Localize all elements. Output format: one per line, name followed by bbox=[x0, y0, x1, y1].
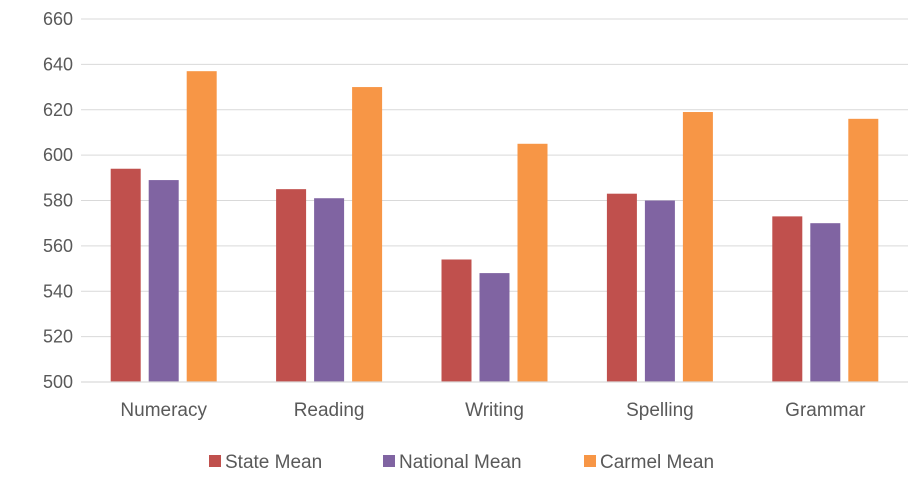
bar-national-mean-writing bbox=[479, 273, 510, 382]
legend: State Mean National Mean Carmel Mean bbox=[209, 452, 714, 473]
bar-carmel-mean-grammar bbox=[848, 118, 879, 382]
bar-carmel-mean-numeracy bbox=[186, 71, 217, 383]
x-category-label: Writing bbox=[465, 400, 524, 421]
bar-state-mean-numeracy bbox=[110, 168, 141, 382]
y-tick-label: 500 bbox=[43, 372, 73, 392]
bar-national-mean-grammar bbox=[810, 223, 841, 382]
bar-state-mean-spelling bbox=[606, 193, 637, 382]
legend-label: State Mean bbox=[225, 452, 322, 473]
y-tick-label: 640 bbox=[43, 54, 73, 74]
bar-national-mean-spelling bbox=[644, 200, 675, 382]
y-tick-label: 520 bbox=[43, 327, 73, 347]
legend-label: National Mean bbox=[399, 452, 522, 473]
bar-state-mean-reading bbox=[276, 189, 307, 382]
legend-label: Carmel Mean bbox=[600, 452, 714, 473]
y-tick-label: 600 bbox=[43, 145, 73, 165]
y-tick-label: 580 bbox=[43, 191, 73, 211]
bars bbox=[110, 71, 879, 383]
y-axis-tick-labels: 500 520 540 560 580 600 620 640 660 bbox=[43, 9, 73, 392]
bar-state-mean-writing bbox=[441, 259, 472, 382]
y-tick-label: 660 bbox=[43, 9, 73, 29]
gridlines bbox=[81, 18, 908, 338]
x-category-label: Reading bbox=[294, 400, 365, 421]
y-tick-label: 540 bbox=[43, 281, 73, 301]
bar-carmel-mean-writing bbox=[517, 143, 548, 382]
x-category-label: Spelling bbox=[626, 400, 694, 421]
bar-state-mean-grammar bbox=[772, 216, 803, 382]
legend-swatch bbox=[209, 455, 221, 467]
bar-carmel-mean-spelling bbox=[682, 112, 713, 383]
x-category-label: Grammar bbox=[785, 400, 866, 421]
x-category-label: Numeracy bbox=[120, 400, 207, 421]
y-tick-label: 620 bbox=[43, 100, 73, 120]
bar-carmel-mean-reading bbox=[352, 87, 383, 382]
y-tick-label: 560 bbox=[43, 236, 73, 256]
bar-national-mean-numeracy bbox=[148, 180, 179, 382]
bar-national-mean-reading bbox=[314, 198, 345, 382]
legend-swatch bbox=[584, 455, 596, 467]
legend-swatch bbox=[383, 455, 395, 467]
x-axis-category-labels: Numeracy Reading Writing Spelling Grammar bbox=[120, 400, 866, 421]
